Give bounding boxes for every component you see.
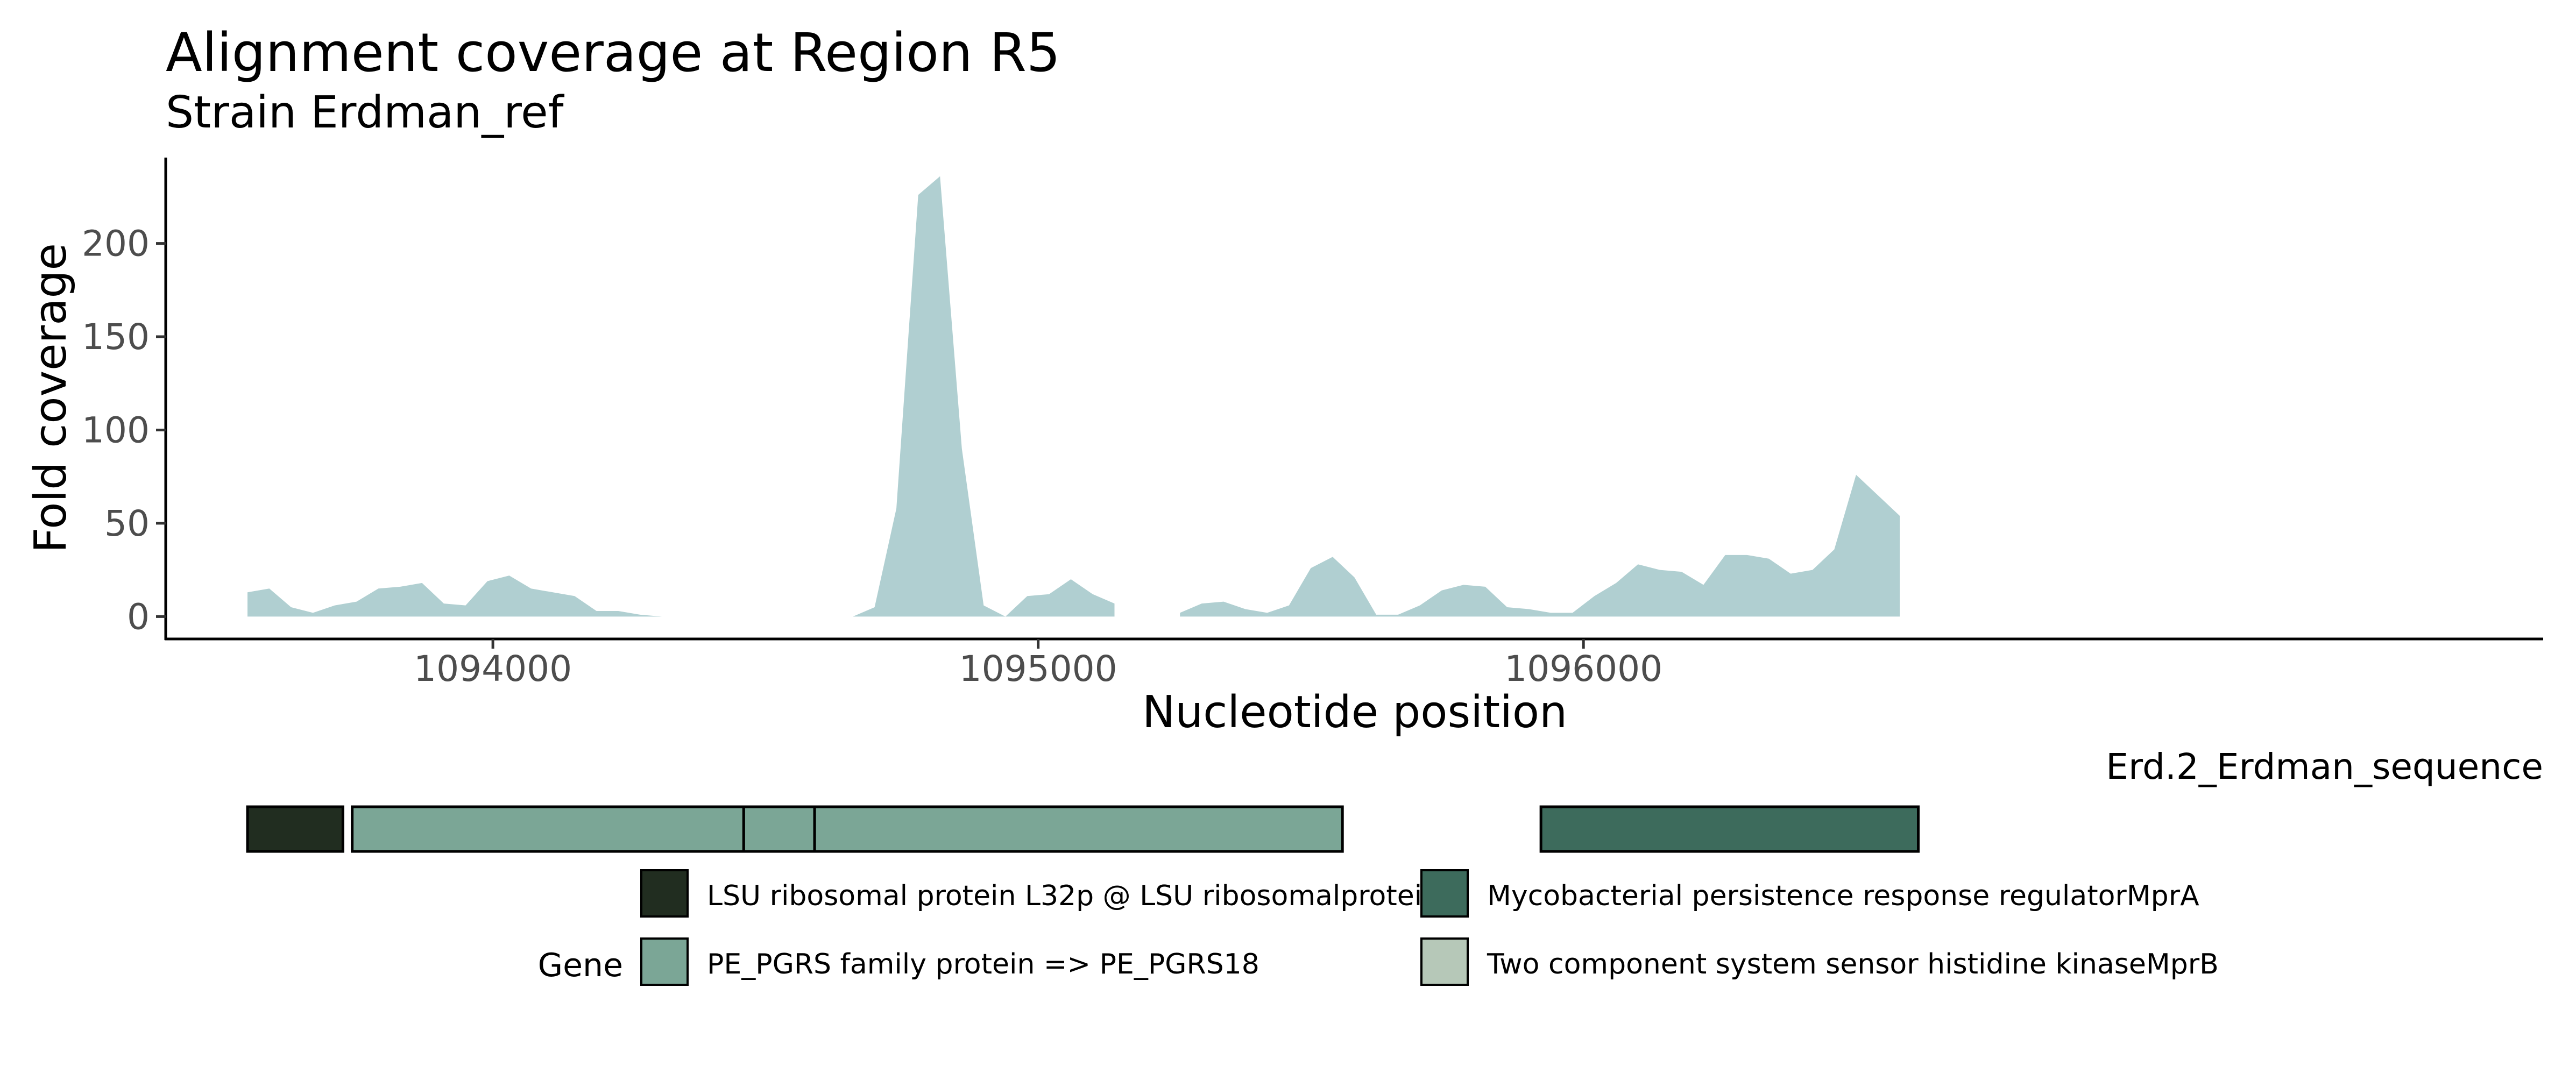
y-axis-ticks: 0 50 100 150 200 [82, 223, 166, 637]
y-tick-label: 50 [104, 503, 150, 544]
x-axis-title: Nucleotide position [1142, 687, 1567, 738]
gene-block-2 [351, 805, 745, 853]
y-tick-label: 150 [82, 316, 150, 358]
y-tick-label: 100 [82, 409, 150, 451]
x-tick-label: 1094000 [414, 648, 572, 690]
gene-block-4 [813, 805, 1344, 853]
gene-block-1 [246, 805, 344, 853]
legend-label-mpra: Mycobacterial persistence response regul… [1487, 880, 2199, 912]
legend-label-lsu: LSU ribosomal protein L32p @ LSU ribosom… [707, 880, 1440, 912]
y-tick-label: 0 [127, 596, 150, 637]
y-axis-title: Fold coverage [25, 243, 76, 553]
coverage-area-layer [247, 176, 1900, 617]
legend-swatch-mprb [1420, 937, 1469, 986]
gene-block-3 [742, 805, 816, 853]
x-tick-label: 1096000 [1504, 648, 1662, 690]
gene-block-5 [1539, 805, 1920, 853]
y-tick-label: 200 [82, 223, 150, 265]
legend-label-pe-pgrs: PE_PGRS family protein => PE_PGRS18 [707, 948, 1259, 980]
legend-title: Gene [538, 947, 623, 984]
legend-swatch-mpra [1420, 869, 1469, 918]
chart-subtitle: Strain Erdman_ref [166, 87, 565, 138]
gene-track-label: Erd.2_Erdman_sequence [2106, 746, 2543, 787]
coverage-area-segment-2 [853, 176, 1115, 617]
legend-swatch-pe-pgrs [640, 937, 689, 986]
gene-track [246, 805, 1920, 853]
chart-title: Alignment coverage at Region R5 [166, 22, 1060, 84]
coverage-area-segment-1 [247, 575, 662, 617]
legend-label-mprb: Two component system sensor histidine ki… [1487, 948, 2219, 980]
coverage-area-segment-3 [1180, 474, 1900, 617]
legend: Gene LSU ribosomal protein L32p @ LSU ri… [538, 869, 2219, 986]
x-tick-label: 1095000 [959, 648, 1117, 690]
x-axis-ticks: 1094000 1095000 1096000 [414, 639, 1662, 690]
legend-swatch-lsu [640, 869, 689, 918]
